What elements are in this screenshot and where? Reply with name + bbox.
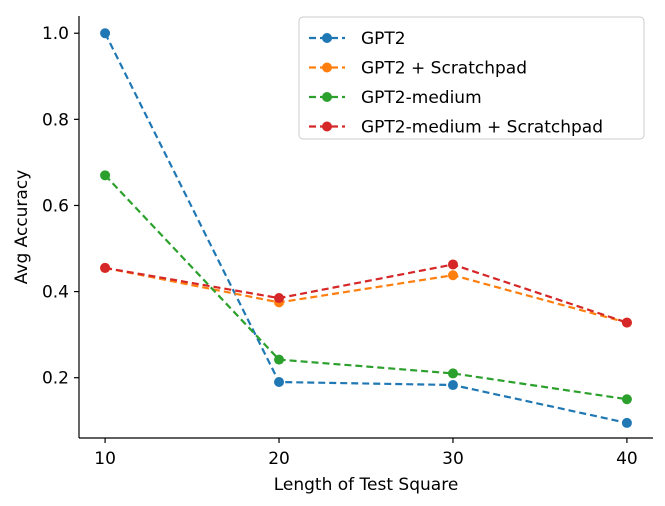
series-line [104, 263, 628, 324]
legend-marker [322, 62, 332, 73]
series-line [104, 266, 628, 324]
data-point [100, 262, 111, 273]
x-axis-label: Length of Test Square [274, 475, 459, 495]
legend-label: GPT2-medium + Scratchpad [361, 118, 603, 138]
data-point [274, 354, 285, 365]
data-point [621, 317, 632, 328]
y-tick-label: 0.4 [42, 283, 69, 303]
legend-marker [322, 33, 332, 43]
series-gpt2-scratchpad [100, 262, 632, 328]
plot-area [100, 28, 632, 428]
data-point [621, 417, 632, 428]
y-tick-label: 1.0 [42, 24, 69, 44]
x-tick-label: 30 [442, 449, 464, 469]
data-point [447, 270, 458, 281]
legend-marker [322, 92, 332, 102]
legend-item: GPT2-medium + Scratchpad [309, 118, 603, 138]
legend: GPT2 GPT2 + Scratchpad GPT2-medium GPT2-med… [298, 16, 645, 140]
legend-item: GPT2-medium [309, 88, 482, 108]
legend-label: GPT2 [361, 29, 406, 49]
y-tick-label: 0.2 [42, 369, 69, 389]
series-line [104, 32, 628, 424]
data-point [100, 28, 111, 39]
axes [78, 16, 653, 439]
legend-item: GPT2 [309, 29, 406, 49]
data-point [100, 170, 111, 181]
legend-box [298, 16, 645, 140]
data-point [447, 380, 458, 391]
data-point [274, 377, 285, 388]
y-axis-label: Avg Accuracy [12, 170, 32, 285]
data-point [621, 394, 632, 405]
x-tick-label: 40 [616, 449, 638, 469]
legend-label: GPT2 + Scratchpad [361, 59, 527, 79]
series-line [104, 174, 628, 401]
series-gpt2-medium [100, 170, 632, 405]
x-tick-label: 10 [94, 449, 116, 469]
y-tick-label: 0.6 [42, 196, 69, 216]
ticks: 10 20 30 40 0.2 0.4 0.6 0.8 1.0 [42, 24, 638, 469]
data-point [447, 368, 458, 379]
legend-marker [322, 121, 332, 132]
legend-item: GPT2 + Scratchpad [309, 59, 527, 79]
series-gpt2-medium-scratchpad [100, 259, 632, 328]
data-point [447, 259, 458, 270]
data-point [274, 293, 285, 304]
y-tick-label: 0.8 [42, 110, 69, 130]
legend-label: GPT2-medium [361, 88, 482, 108]
series-gpt2 [100, 28, 632, 428]
x-tick-label: 20 [268, 449, 290, 469]
